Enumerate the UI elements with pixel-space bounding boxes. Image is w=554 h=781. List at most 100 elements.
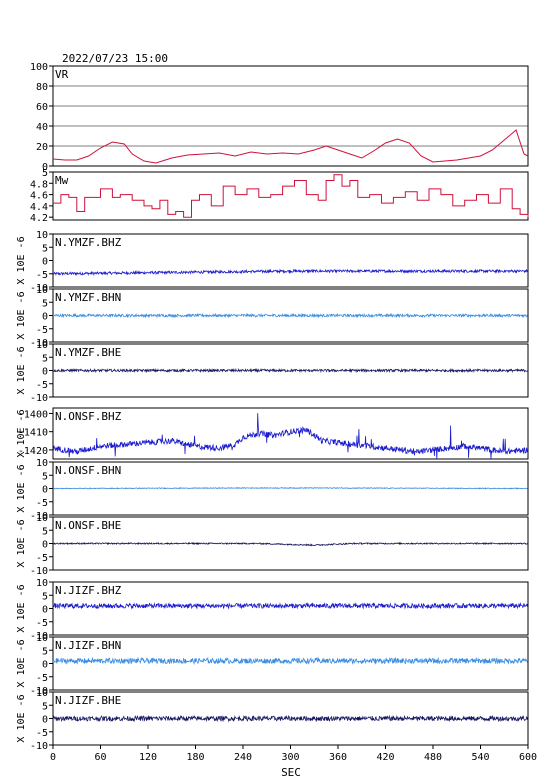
y-tick-label: 4.6 — [30, 191, 48, 202]
y-tick-label: -10 — [30, 566, 48, 577]
y-tick-label: -5 — [36, 618, 48, 629]
series-line-n-jizf-bhz — [52, 602, 528, 610]
y-tick-label: 5 — [42, 298, 48, 309]
y-tick-label: -10 — [30, 686, 48, 697]
y-tick-label: 60 — [36, 102, 48, 113]
panel-title-n-onsf-bhe: N.ONSF.BHE — [55, 519, 121, 532]
y-axis-label: X 10E -6 — [16, 639, 27, 687]
panel-title-n-ymzf-bhe: N.YMZF.BHE — [55, 346, 121, 359]
panel-title-n-onsf-bhn: N.ONSF.BHN — [55, 464, 121, 477]
y-tick-label: 5 — [42, 701, 48, 712]
y-tick-label: 5 — [42, 243, 48, 254]
x-tick-label: 360 — [329, 752, 347, 763]
panel-title-mw: Mw — [55, 174, 69, 187]
y-tick-label: 5 — [42, 353, 48, 364]
y-tick-label: 0 — [42, 715, 48, 726]
y-tick-label: 100 — [30, 62, 48, 73]
y-tick-label: 0 — [42, 540, 48, 551]
y-tick-label: 10 — [36, 633, 48, 644]
y-tick-label: -1410 — [18, 428, 48, 439]
y-tick-label: 4.4 — [30, 202, 48, 213]
series-line-n-onsf-bhn — [52, 486, 528, 490]
y-tick-label: -10 — [30, 741, 48, 752]
y-axis-label: X 10E -6 — [16, 409, 27, 457]
x-tick-label: 480 — [424, 752, 442, 763]
y-tick-label: -1400 — [18, 409, 48, 420]
y-tick-label: 0 — [42, 257, 48, 268]
y-tick-label: -5 — [36, 728, 48, 739]
panel-frame-n-onsf-bhz — [52, 407, 529, 460]
y-axis-label: X 10E -6 — [16, 291, 27, 339]
x-axis-label: SEC — [281, 766, 301, 779]
y-tick-label: 0 — [42, 367, 48, 378]
y-axis-label: X 10E -6 — [16, 584, 27, 632]
y-axis-label: X 10E -6 — [16, 519, 27, 567]
x-tick-label: 60 — [94, 752, 106, 763]
y-tick-label: 10 — [36, 458, 48, 469]
y-tick-label: -10 — [30, 631, 48, 642]
y-tick-label: -10 — [30, 283, 48, 294]
series-line-n-jizf-bhn — [52, 656, 528, 666]
series-line-n-ymzf-bhz — [52, 268, 528, 277]
y-tick-label: 40 — [36, 122, 48, 133]
y-tick-label: 10 — [36, 513, 48, 524]
y-tick-label: 5 — [42, 526, 48, 537]
panel-title-n-jizf-bhn: N.JIZF.BHN — [55, 639, 121, 652]
x-tick-label: 300 — [281, 752, 299, 763]
x-tick-label: 600 — [519, 752, 537, 763]
y-tick-label: 10 — [36, 230, 48, 241]
x-tick-label: 540 — [471, 752, 489, 763]
y-tick-label: -5 — [36, 270, 48, 281]
series-line-n-onsf-bhe — [52, 541, 528, 547]
y-tick-label: 0 — [42, 660, 48, 671]
panel-title-n-onsf-bhz: N.ONSF.BHZ — [55, 410, 122, 423]
series-line-n-ymzf-bhn — [52, 312, 528, 319]
panel-frame-n-ymzf-bhz — [52, 233, 529, 288]
y-tick-label: 0 — [42, 485, 48, 496]
header-datetime: 2022/07/23 15:00 — [62, 52, 168, 65]
y-tick-label: 5 — [42, 591, 48, 602]
panel-frame-n-jizf-bhn — [52, 636, 529, 691]
panel-title-vr: VR — [55, 68, 69, 81]
panel-frame-mw — [52, 171, 529, 221]
y-tick-label: 0 — [42, 162, 48, 173]
y-tick-label: 4.2 — [30, 213, 48, 224]
x-tick-label: 120 — [139, 752, 157, 763]
panel-frame-n-jizf-bhz — [52, 581, 529, 636]
y-tick-label: 0 — [42, 605, 48, 616]
y-axis-label: X 10E -6 — [16, 236, 27, 284]
x-tick-label: 180 — [186, 752, 204, 763]
y-tick-label: -10 — [30, 393, 48, 404]
y-tick-label: -10 — [30, 511, 48, 522]
y-tick-label: -5 — [36, 498, 48, 509]
y-tick-label: 5 — [42, 646, 48, 657]
panel-title-n-jizf-bhe: N.JIZF.BHE — [55, 694, 121, 707]
x-tick-label: 0 — [50, 752, 56, 763]
y-tick-label: -5 — [36, 673, 48, 684]
y-tick-label: 10 — [36, 340, 48, 351]
y-tick-label: 5 — [42, 471, 48, 482]
series-line-n-onsf-bhz — [52, 413, 528, 460]
y-tick-label: 20 — [36, 142, 48, 153]
y-axis-label: X 10E -6 — [16, 694, 27, 742]
y-tick-label: 0 — [42, 312, 48, 323]
series-line-mw — [53, 174, 529, 218]
y-tick-label: 80 — [36, 82, 48, 93]
panel-frame-vr — [52, 65, 529, 167]
y-axis-label: X 10E -6 — [16, 346, 27, 394]
panel-title-n-ymzf-bhz: N.YMZF.BHZ — [55, 236, 122, 249]
y-tick-label: 10 — [36, 688, 48, 699]
y-tick-label: 10 — [36, 578, 48, 589]
series-line-n-jizf-bhe — [52, 714, 528, 723]
y-tick-label: -5 — [36, 380, 48, 391]
y-axis-label: X 10E -6 — [16, 464, 27, 512]
y-tick-label: -1420 — [18, 446, 48, 457]
x-tick-label: 240 — [234, 752, 252, 763]
x-tick-label: 420 — [376, 752, 394, 763]
y-tick-label: 4.8 — [30, 179, 48, 190]
y-tick-label: 10 — [36, 285, 48, 296]
series-line-n-ymzf-bhe — [52, 367, 528, 374]
y-tick-label: -10 — [30, 338, 48, 349]
